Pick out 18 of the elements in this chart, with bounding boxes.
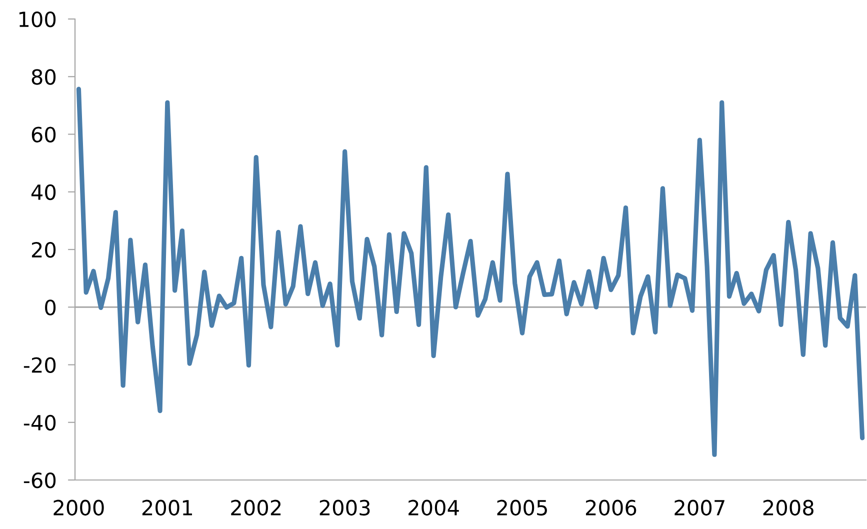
x-tick-label: 2002 [231,500,281,516]
y-tick-label: 100 [19,11,56,28]
y-tick-label: -60 [24,472,56,488]
x-tick-label: 2003 [320,500,370,516]
x-tick-label: 2000 [54,500,104,516]
x-tick-label: 2004 [408,500,459,516]
y-tick-label: -20 [24,357,56,373]
y-tick-label: 80 [32,69,56,85]
y-tick-label: 20 [32,242,56,258]
x-tick-label: 2007 [674,500,724,516]
x-tick-label: 2008 [763,500,814,516]
y-tick-label: 60 [32,126,56,142]
x-tick-label: 2005 [497,500,547,516]
y-tick-label: 0 [45,300,56,316]
x-tick-label: 2006 [586,500,636,516]
x-tick-label: 2001 [142,500,192,516]
y-tick-label: -40 [24,414,56,431]
y-tick-label: 40 [31,184,56,200]
